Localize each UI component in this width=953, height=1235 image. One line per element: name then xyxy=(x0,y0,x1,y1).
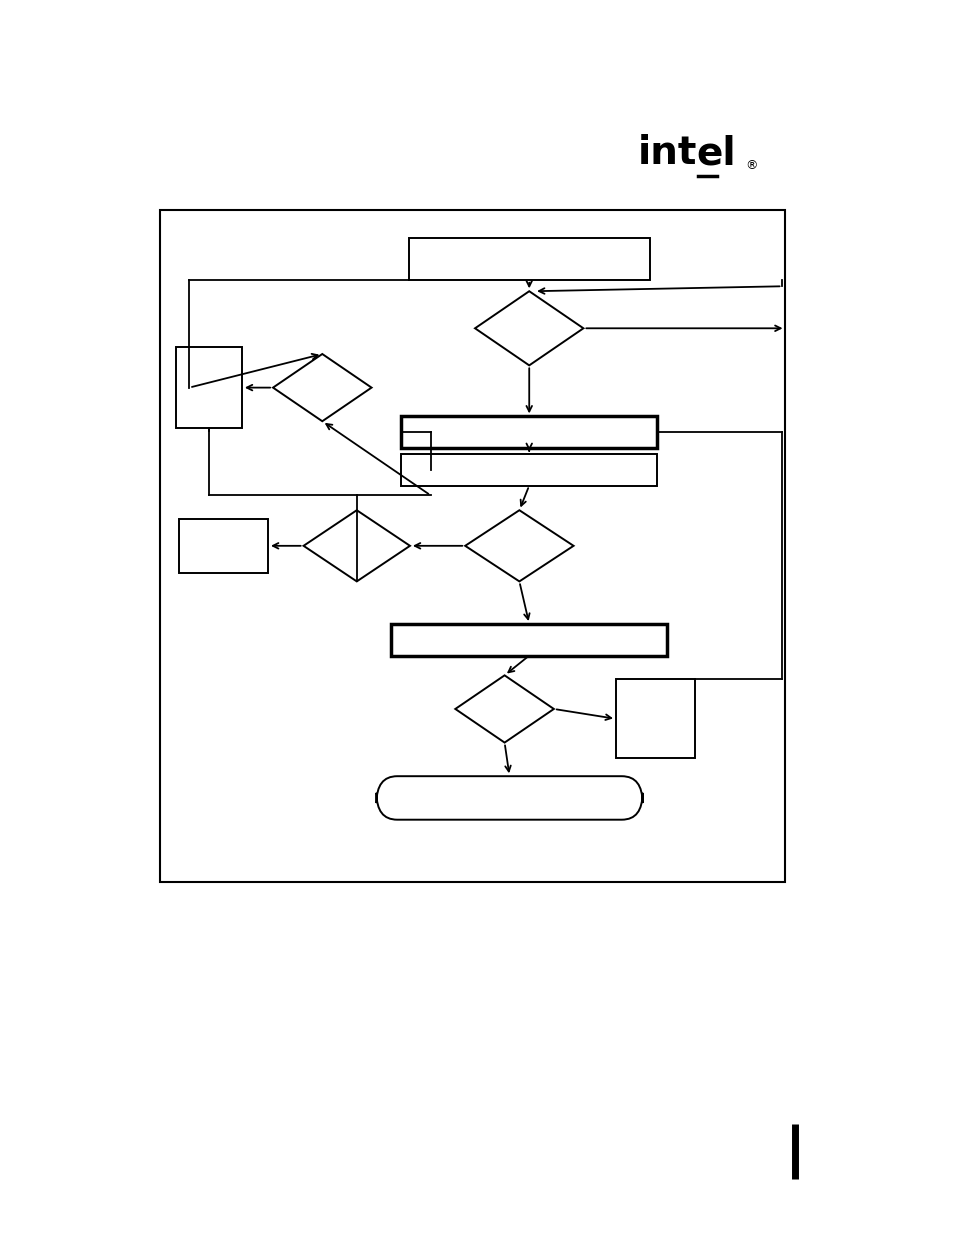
Bar xyxy=(400,453,657,485)
FancyBboxPatch shape xyxy=(376,776,642,820)
Bar xyxy=(175,347,242,429)
Polygon shape xyxy=(455,676,554,742)
Polygon shape xyxy=(475,291,583,366)
Text: ®: ® xyxy=(745,159,758,172)
Bar xyxy=(179,519,268,573)
Polygon shape xyxy=(303,510,410,582)
Bar xyxy=(400,416,657,448)
Bar xyxy=(408,238,649,280)
Text: el: el xyxy=(696,135,736,172)
Polygon shape xyxy=(273,354,371,421)
Text: int: int xyxy=(637,135,696,172)
Bar xyxy=(616,679,694,758)
Bar xyxy=(391,624,666,656)
Polygon shape xyxy=(465,510,573,582)
Bar xyxy=(159,210,784,882)
